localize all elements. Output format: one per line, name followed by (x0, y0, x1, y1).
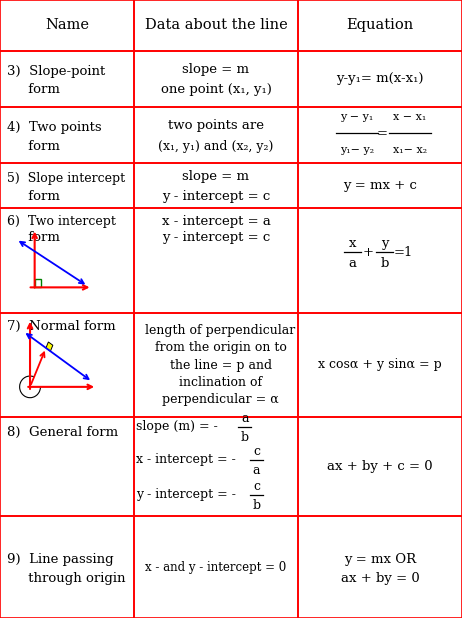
Text: 6)  Two intercept: 6) Two intercept (7, 215, 116, 229)
Polygon shape (46, 342, 53, 351)
Bar (0, 0, 134, 51)
Bar (0, 163, 134, 208)
Bar (298, 107, 462, 163)
Text: through origin: through origin (7, 572, 125, 585)
Text: 9)  Line passing: 9) Line passing (7, 553, 114, 566)
Bar (0, 208, 134, 313)
Text: y-y₁= m(x-x₁): y-y₁= m(x-x₁) (336, 72, 424, 85)
Text: slope (m) = -: slope (m) = - (136, 420, 218, 433)
Text: x - and y - intercept = 0: x - and y - intercept = 0 (146, 561, 286, 574)
Text: ax + by = 0: ax + by = 0 (340, 572, 419, 585)
Bar (298, 417, 462, 516)
Text: Equation: Equation (346, 19, 413, 32)
Bar (0, 51, 134, 107)
Text: b: b (380, 257, 389, 271)
Text: y − y₁: y − y₁ (340, 112, 373, 122)
Text: x cosα + y sinα = p: x cosα + y sinα = p (318, 358, 442, 371)
Text: =: = (377, 127, 388, 140)
Text: x: x (348, 237, 356, 250)
Text: c: c (253, 446, 260, 459)
Text: a: a (348, 257, 356, 271)
Bar (134, 516, 298, 618)
Text: one point (x₁, y₁): one point (x₁, y₁) (161, 83, 271, 96)
Text: +: + (363, 246, 374, 260)
Text: (x₁, y₁) and (x₂, y₂): (x₁, y₁) and (x₂, y₂) (158, 140, 274, 153)
Text: Name: Name (45, 19, 89, 32)
Text: slope = m: slope = m (182, 170, 249, 183)
Text: form: form (7, 140, 60, 153)
Text: a: a (253, 465, 260, 478)
Text: 7)  Normal form: 7) Normal form (7, 320, 116, 334)
Bar (298, 0, 462, 51)
Bar (0, 417, 134, 516)
Bar (298, 163, 462, 208)
Text: y = mx + c: y = mx + c (343, 179, 417, 192)
Bar (298, 51, 462, 107)
Text: two points are: two points are (168, 119, 264, 132)
Text: Data about the line: Data about the line (145, 19, 287, 32)
Bar (134, 163, 298, 208)
Text: y - intercept = c: y - intercept = c (162, 231, 270, 245)
Text: form: form (7, 83, 60, 96)
Text: form: form (7, 231, 60, 245)
Text: x - intercept = -: x - intercept = - (136, 454, 236, 467)
Text: y - intercept = -: y - intercept = - (136, 488, 236, 501)
Bar (298, 313, 462, 417)
Text: ax + by + c = 0: ax + by + c = 0 (327, 460, 433, 473)
Bar (0, 516, 134, 618)
Bar (134, 313, 298, 417)
Text: 5)  Slope intercept: 5) Slope intercept (7, 172, 125, 185)
Text: b: b (241, 431, 249, 444)
Text: from the origin on to: from the origin on to (155, 341, 286, 355)
Text: a: a (241, 412, 249, 425)
Bar (134, 0, 298, 51)
Text: form: form (7, 190, 60, 203)
Text: inclination of: inclination of (179, 376, 262, 389)
Bar (0, 313, 134, 417)
Text: y₁− y₂: y₁− y₂ (340, 145, 374, 155)
Bar (298, 208, 462, 313)
Bar (134, 107, 298, 163)
Text: c: c (253, 480, 260, 493)
Bar (134, 208, 298, 313)
Text: the line = p and: the line = p and (170, 358, 272, 372)
Text: y - intercept = c: y - intercept = c (162, 190, 270, 203)
Bar (134, 417, 298, 516)
Bar (35, 279, 41, 287)
Bar (134, 51, 298, 107)
Text: 3)  Slope-point: 3) Slope-point (7, 65, 105, 78)
Bar (298, 516, 462, 618)
Text: x₁− x₂: x₁− x₂ (393, 145, 427, 155)
Text: =1: =1 (394, 246, 413, 260)
Text: 8)  General form: 8) General form (7, 425, 118, 439)
Bar (0, 107, 134, 163)
Text: 4)  Two points: 4) Two points (7, 121, 102, 134)
Text: b: b (252, 499, 261, 512)
Text: length of perpendicular: length of perpendicular (146, 324, 296, 337)
Text: x − x₁: x − x₁ (394, 112, 426, 122)
Text: perpendicular = α: perpendicular = α (162, 393, 279, 407)
Text: y: y (381, 237, 389, 250)
Text: x - intercept = a: x - intercept = a (162, 215, 270, 229)
Text: slope = m: slope = m (182, 63, 249, 76)
Text: y = mx OR: y = mx OR (344, 553, 416, 566)
